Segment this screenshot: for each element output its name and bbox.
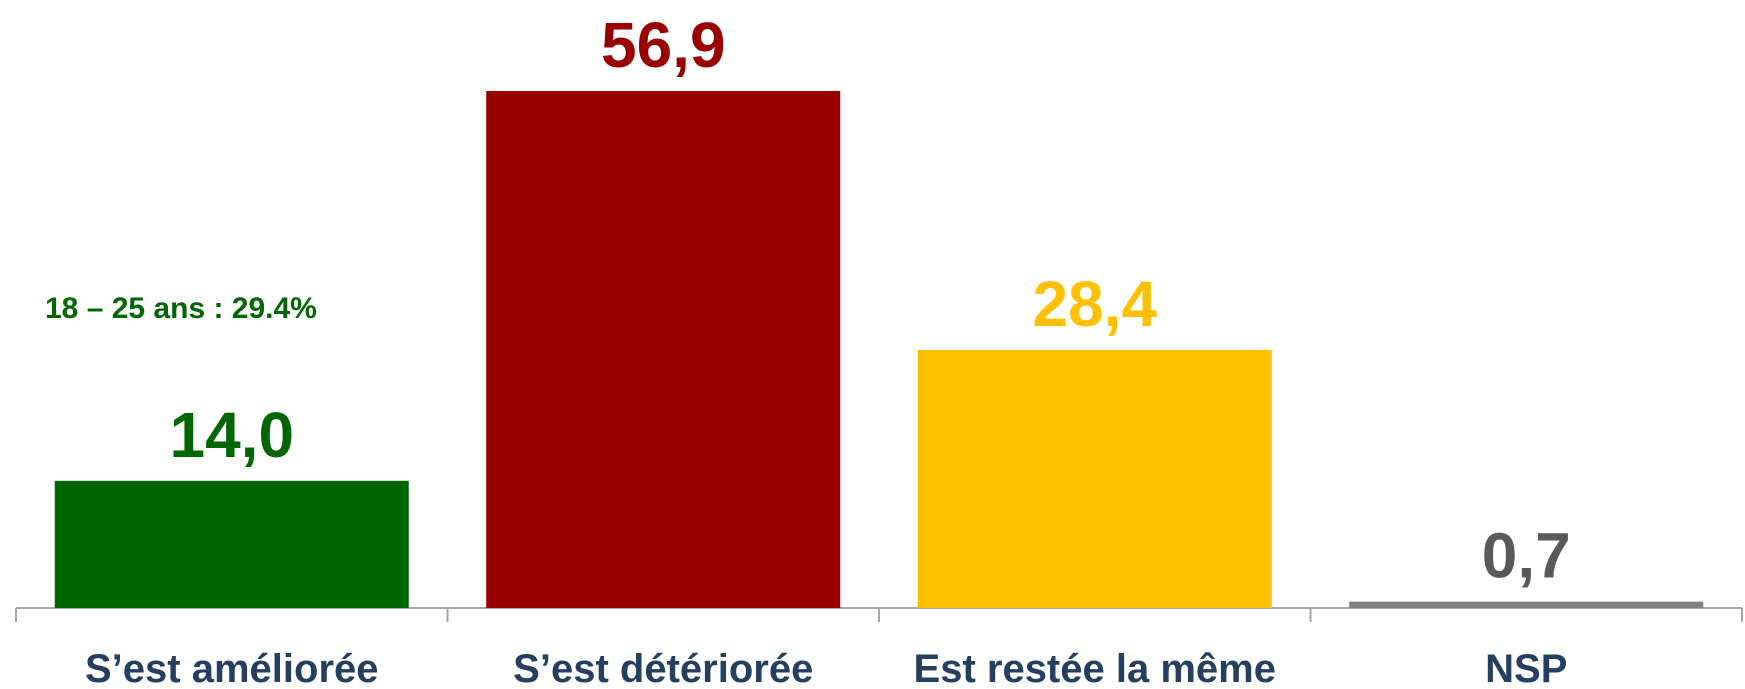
x-tick-label: NSP — [1485, 647, 1567, 689]
bar — [1349, 601, 1704, 608]
value-label: 56,9 — [601, 9, 726, 81]
x-tick-label: S’est améliorée — [85, 647, 379, 689]
x-tick-label: Est restée la même — [914, 647, 1276, 689]
bar — [54, 480, 409, 608]
bar — [486, 91, 841, 608]
annotation: 18 – 25 ans : 29.4% — [45, 292, 317, 325]
x-tick-label: S’est détériorée — [513, 647, 813, 689]
value-label: 28,4 — [1032, 268, 1157, 340]
value-label: 14,0 — [169, 399, 294, 471]
value-label: 0,7 — [1482, 520, 1571, 592]
bar — [917, 349, 1272, 608]
